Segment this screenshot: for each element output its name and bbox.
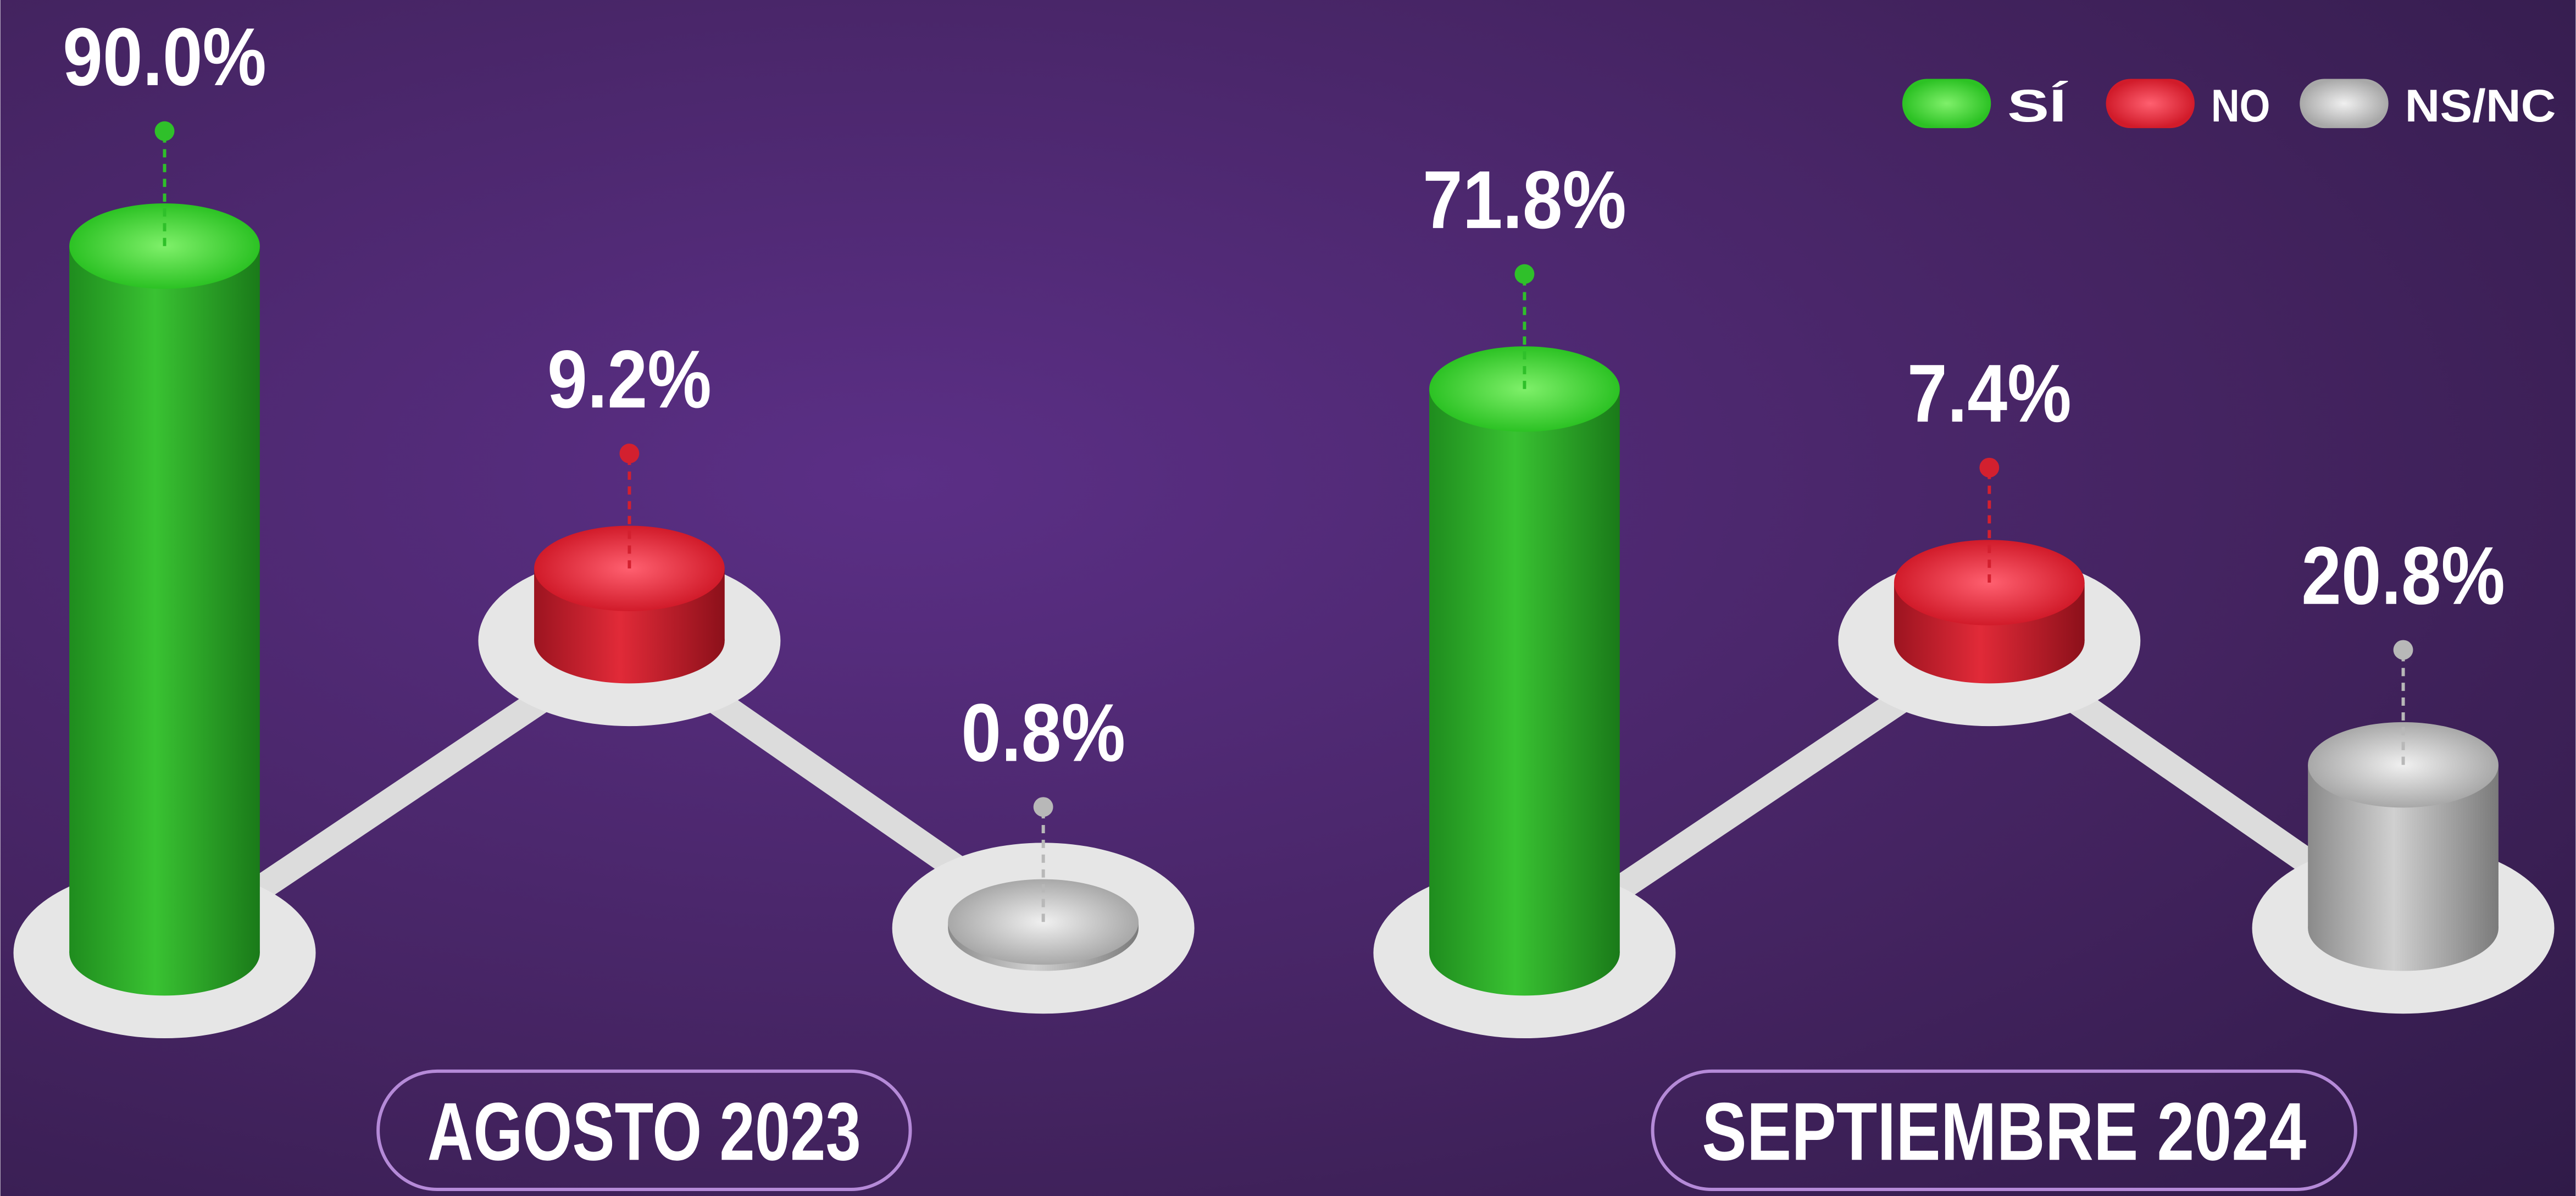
cylinder [2308, 722, 2499, 971]
leader-dot [1514, 264, 1535, 284]
category-box [1651, 1069, 2357, 1192]
cylinder-top [2308, 722, 2499, 808]
cylinder-top [1429, 346, 1620, 432]
legend-label: SÍ [2007, 80, 2068, 131]
leader-dot [154, 121, 175, 141]
value-label: 71.8% [1423, 154, 1626, 246]
cylinder [948, 879, 1139, 971]
leader-dot [1033, 797, 1053, 817]
legend-swatch [1902, 79, 1991, 129]
legend-label: NS/NC [2405, 80, 2556, 131]
value-label: 9.2% [547, 333, 712, 425]
cylinder-side [69, 246, 260, 953]
leader-dot [2393, 640, 2413, 660]
plot: 90.0% 9.2% 0.8% AGOSTO 2023 71.8% 7.4% 20.8% SE… [13, 11, 2556, 1192]
cylinder-side [1429, 389, 1620, 953]
value-label: 7.4% [1907, 347, 2072, 439]
category-label: SEPTIEMBRE 2024 [1702, 1086, 2306, 1177]
cylinder [1894, 540, 2085, 684]
value-label: 90.0% [63, 11, 267, 103]
leader-dot [1979, 457, 2000, 478]
value-label: 0.8% [961, 686, 1125, 778]
category-label: AGOSTO 2023 [428, 1086, 861, 1177]
cylinder-top [1894, 540, 2085, 625]
cylinder [1429, 346, 1620, 996]
legend-swatch [2106, 79, 2195, 129]
leader-dot [619, 444, 640, 463]
legend-label: NO [2211, 80, 2270, 131]
legend-swatch [2300, 79, 2389, 129]
value-label: 20.8% [2301, 530, 2505, 622]
category-box [376, 1069, 912, 1192]
cylinder [69, 203, 260, 996]
